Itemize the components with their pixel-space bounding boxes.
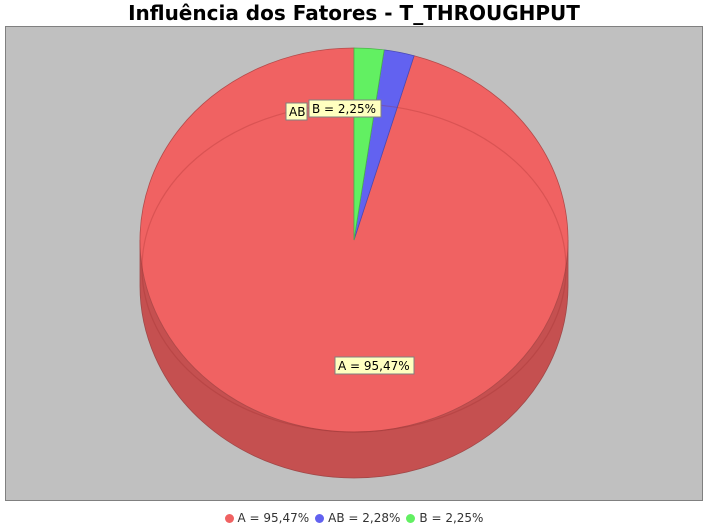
legend-label-ab: AB = 2,28% <box>328 511 401 525</box>
svg-text:AB: AB <box>289 105 305 119</box>
pie-slice-b <box>353 47 385 241</box>
legend-swatch-a <box>224 513 234 523</box>
svg-text:B = 2,25%: B = 2,25% <box>312 102 376 116</box>
svg-text:A = 95,47%: A = 95,47% <box>338 359 410 373</box>
slice-label-ab: AB <box>285 102 308 121</box>
legend-label-b: B = 2,25% <box>419 511 484 525</box>
slice-label-a: A = 95,47% <box>334 356 415 375</box>
legend-swatch-b <box>406 513 416 523</box>
slice-label-b: B = 2,25% <box>308 99 382 118</box>
legend-swatch-ab <box>315 513 325 523</box>
legend-item-ab: AB = 2,28% <box>315 511 400 525</box>
legend: A = 95,47% AB = 2,28% B = 2,25% <box>0 508 708 528</box>
legend-label-a: A = 95,47% <box>237 511 310 525</box>
legend-item-a: A = 95,47% <box>224 511 310 525</box>
legend-item-b: B = 2,25% <box>406 511 483 525</box>
chart-title: Influência dos Fatores - T_THROUGHPUT <box>128 1 580 25</box>
